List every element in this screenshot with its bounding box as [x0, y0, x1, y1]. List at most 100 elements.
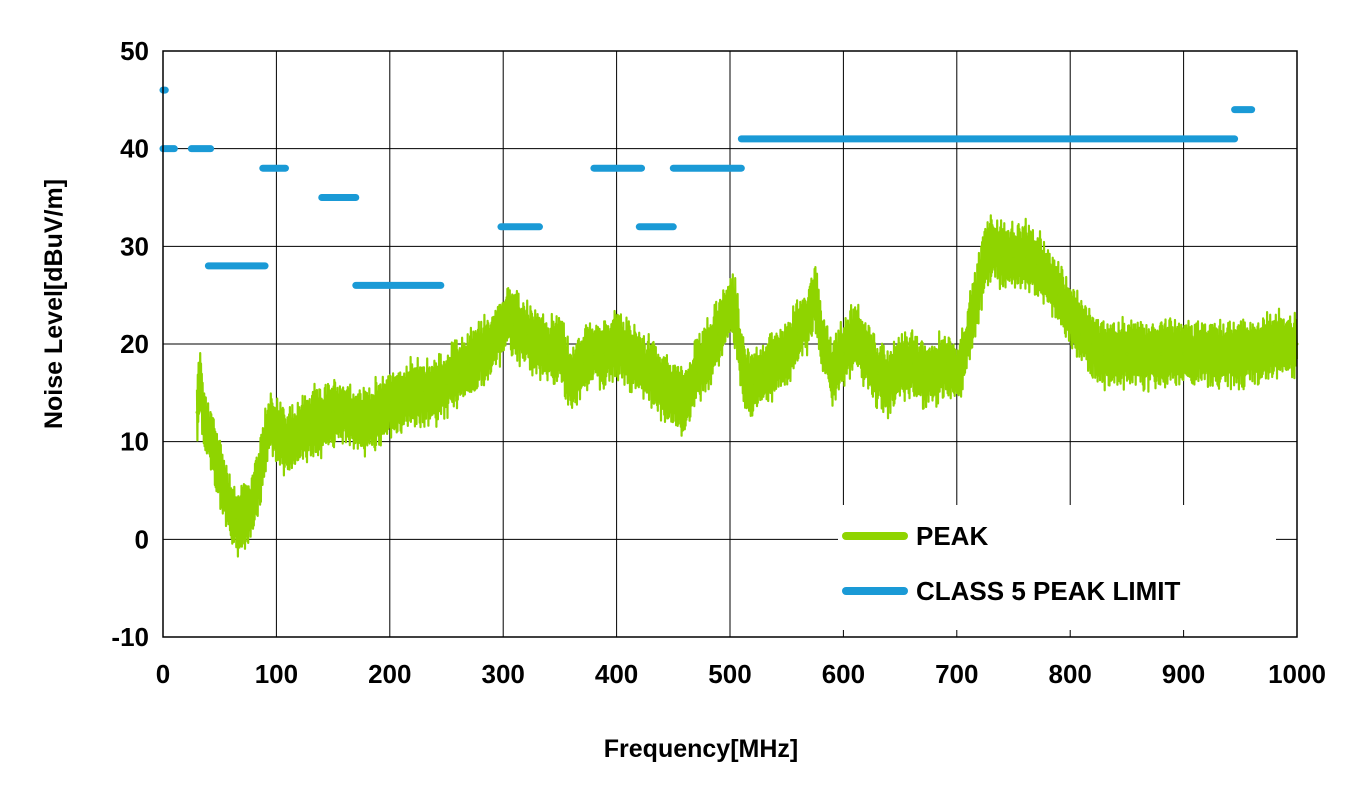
peak-point-73 [887, 381, 891, 385]
peak-point-31 [456, 371, 460, 375]
peak-point-86 [1012, 254, 1015, 258]
peak-point-91 [1068, 313, 1072, 317]
peak-point-43 [581, 362, 585, 366]
peak-point-56 [728, 303, 732, 307]
peak-point-100 [1272, 342, 1276, 346]
peak-point-81 [966, 332, 970, 336]
y-tick-label-2: 10 [120, 427, 149, 457]
peak-point-79 [955, 371, 959, 375]
peak-point-67 [819, 332, 823, 336]
peak-point-71 [864, 352, 868, 356]
peak-point-49 [649, 371, 653, 375]
peak-point-90 [1057, 293, 1061, 297]
peak-point-25 [388, 401, 392, 405]
y-tick-label-5: 40 [120, 134, 149, 164]
peak-point-74 [898, 362, 902, 366]
peak-point-6 [223, 489, 227, 492]
y-tick-label-3: 20 [120, 329, 149, 359]
peak-point-48 [637, 362, 641, 366]
peak-point-39 [535, 342, 539, 346]
y-tick-label-4: 30 [120, 231, 149, 261]
peak-point-88 [1034, 264, 1038, 268]
peak-point-76 [921, 371, 925, 375]
peak-point-63 [785, 352, 789, 356]
x-tick-label-10: 1000 [1268, 659, 1326, 689]
peak-point-7 [229, 508, 233, 512]
peak-series [195, 214, 1299, 558]
y-axis-title: Noise Level[dBuV/m] [40, 179, 68, 429]
peak-point-57 [734, 313, 738, 317]
peak-point-64 [796, 332, 800, 336]
peak-point-24 [376, 410, 380, 414]
peak-point-66 [813, 293, 817, 297]
legend-label-limit: CLASS 5 PEAK LIMIT [916, 576, 1180, 606]
peak-point-93 [1091, 342, 1095, 346]
peak-point-53 [694, 371, 698, 375]
peak-point-51 [671, 391, 675, 395]
x-tick-label-5: 500 [708, 659, 751, 689]
peak-point-11 [252, 498, 256, 502]
x-tick-label-4: 400 [595, 659, 638, 689]
peak-point-17 [297, 430, 301, 434]
peak-point-15 [274, 430, 278, 434]
plot-frame [162, 50, 1298, 638]
x-tick-label-7: 700 [935, 659, 978, 689]
peak-point-94 [1102, 352, 1106, 356]
peak-point-22 [354, 420, 358, 424]
x-axis-title: Frequency[MHz] [604, 735, 798, 763]
peak-point-55 [717, 332, 721, 336]
x-tick-label-6: 600 [822, 659, 865, 689]
y-tick-label-0: -10 [111, 622, 149, 652]
peak-point-33 [479, 352, 483, 356]
peak-point-47 [626, 352, 630, 356]
x-tick-label-8: 800 [1049, 659, 1092, 689]
legend: PEAK CLASS 5 PEAK LIMIT [838, 505, 1276, 630]
peak-point-1 [198, 371, 202, 375]
x-tick-label-3: 300 [482, 659, 525, 689]
peak-point-26 [399, 401, 403, 405]
x-tick-label-1: 100 [255, 659, 298, 689]
peak-point-44 [592, 352, 596, 356]
peak-point-42 [569, 381, 573, 385]
peak-point-69 [841, 352, 845, 356]
peak-point-98 [1216, 352, 1220, 356]
peak-point-61 [762, 371, 766, 375]
peak-point-41 [558, 342, 562, 346]
peak-point-21 [342, 410, 346, 414]
peak-point-10 [246, 508, 250, 512]
peak-point-83 [983, 254, 987, 258]
peak-point-32 [467, 362, 471, 366]
peak-point-35 [501, 322, 505, 326]
peak-point-46 [615, 342, 619, 346]
x-tick-label-0: 0 [156, 659, 170, 689]
peak-point-50 [660, 381, 664, 385]
x-tick-label-2: 200 [368, 659, 411, 689]
peak-point-34 [490, 342, 494, 346]
peak-point-89 [1046, 274, 1050, 278]
peak-point-45 [603, 352, 607, 356]
peak-point-12 [257, 479, 261, 483]
peak-point-95 [1125, 352, 1129, 356]
x-tick-label-9: 900 [1162, 659, 1205, 689]
peak-point-8 [235, 518, 239, 522]
peak-point-68 [830, 371, 834, 375]
peak-point-36 [507, 313, 511, 317]
peak-point-9 [240, 518, 244, 522]
peak-point-77 [932, 371, 936, 375]
peak-point-20 [331, 410, 335, 414]
peak-point-97 [1182, 352, 1186, 356]
peak-point-65 [807, 313, 811, 317]
peak-point-4 [212, 449, 216, 453]
peak-point-2 [202, 420, 206, 424]
peak-point-37 [513, 322, 517, 326]
peak-point-75 [909, 362, 913, 366]
peak-point-62 [773, 362, 777, 366]
peak-point-29 [433, 391, 437, 395]
peak-point-19 [320, 420, 324, 424]
peak-point-80 [960, 362, 964, 366]
peak-point-40 [547, 352, 551, 356]
peak-point-18 [308, 420, 312, 424]
peak-point-72 [875, 371, 879, 375]
x-axis-tick-labels: 0 100 200 300 400 500 600 700 800 900 1000 [156, 659, 1326, 689]
